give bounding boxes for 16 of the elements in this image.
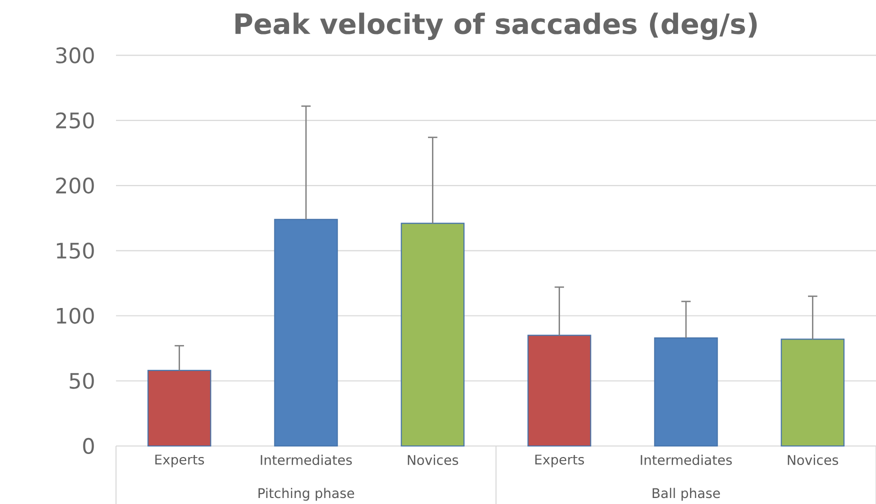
y-tick-label: 300 bbox=[56, 47, 94, 64]
chart-title: Peak velocity of saccades (deg/s) bbox=[235, 12, 757, 40]
x-tick-label: Intermediates bbox=[260, 454, 352, 466]
y-tick-label: 100 bbox=[56, 308, 94, 324]
x-tick-label: Novices bbox=[788, 454, 838, 466]
x-tick-label: Experts bbox=[535, 454, 584, 468]
x-tick-label: Experts bbox=[155, 454, 204, 468]
y-tick-label: 50 bbox=[70, 372, 94, 389]
y-tick-label: 150 bbox=[56, 242, 94, 259]
y-tick-label: 200 bbox=[56, 177, 94, 194]
text: Pitching phase bbox=[258, 488, 354, 501]
x-tick-label: Novices bbox=[408, 454, 458, 466]
y-tick-label: 250 bbox=[56, 112, 94, 128]
y-tick-label: 0 bbox=[83, 438, 94, 454]
x-tick-label: Intermediates bbox=[640, 454, 732, 466]
text: Ball phase bbox=[652, 488, 720, 501]
